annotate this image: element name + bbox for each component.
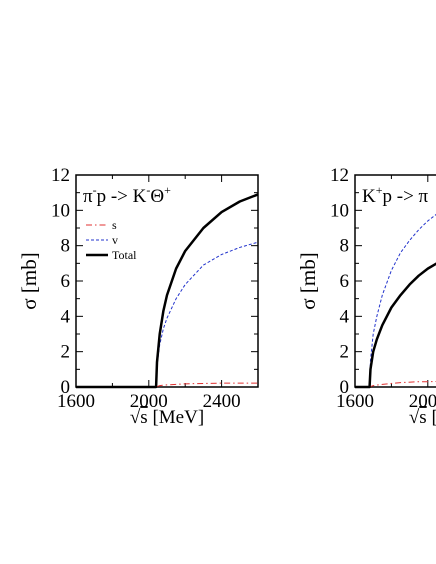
x-axis-title: √s [MeV] bbox=[130, 407, 204, 428]
legend: s v Total bbox=[86, 218, 137, 262]
y-tick-label: 6 bbox=[61, 271, 71, 292]
panel-k-plus-p: 0 2 4 6 8 10 12 1600 2000 K+p -> π σ [mb] √s [Me… bbox=[296, 165, 436, 428]
y-tick-label: 10 bbox=[330, 200, 349, 221]
x-tick-label: 2000 bbox=[130, 391, 168, 412]
x-axis-title: √s [MeV] bbox=[409, 407, 436, 428]
panel-pi-minus-p: 0 2 4 6 8 10 12 1600 2000 2400 π-p -> K-Θ+ s v To… bbox=[17, 165, 259, 428]
series-line-v bbox=[76, 241, 259, 388]
x-tick-label: 1600 bbox=[57, 391, 95, 412]
axis-ticks: 0 2 4 6 8 10 12 1600 2000 2400 bbox=[51, 165, 259, 412]
y-tick-label: 2 bbox=[340, 342, 350, 363]
y-tick-label: 12 bbox=[330, 165, 349, 186]
y-tick-label: 8 bbox=[61, 236, 71, 257]
x-tick-label: 2000 bbox=[409, 391, 436, 412]
y-tick-label: 12 bbox=[51, 165, 70, 186]
y-axis-title: σ [mb] bbox=[296, 252, 320, 309]
x-tick-label: 2400 bbox=[203, 391, 241, 412]
legend-label-total: Total bbox=[112, 248, 137, 262]
series-line-v bbox=[355, 213, 436, 388]
legend-label-v: v bbox=[112, 233, 118, 247]
x-tick-label: 1600 bbox=[336, 391, 374, 412]
panel-title: K+p -> π bbox=[362, 183, 429, 207]
series-group bbox=[76, 193, 259, 389]
legend-label-s: s bbox=[112, 218, 117, 232]
y-tick-label: 0 bbox=[61, 377, 71, 398]
axis-ticks: 0 2 4 6 8 10 12 1600 2000 bbox=[330, 165, 436, 412]
y-axis-title: σ [mb] bbox=[17, 252, 41, 309]
series-line-total bbox=[76, 193, 259, 389]
y-tick-label: 4 bbox=[340, 306, 350, 327]
y-tick-label: 2 bbox=[61, 342, 71, 363]
series-line-total bbox=[355, 262, 436, 389]
y-tick-label: 6 bbox=[340, 271, 350, 292]
y-tick-label: 4 bbox=[61, 306, 71, 327]
y-tick-label: 0 bbox=[340, 377, 350, 398]
series-group bbox=[355, 213, 436, 389]
y-tick-label: 8 bbox=[340, 236, 350, 257]
panel-title: π-p -> K-Θ+ bbox=[83, 183, 171, 207]
y-tick-label: 10 bbox=[51, 200, 70, 221]
